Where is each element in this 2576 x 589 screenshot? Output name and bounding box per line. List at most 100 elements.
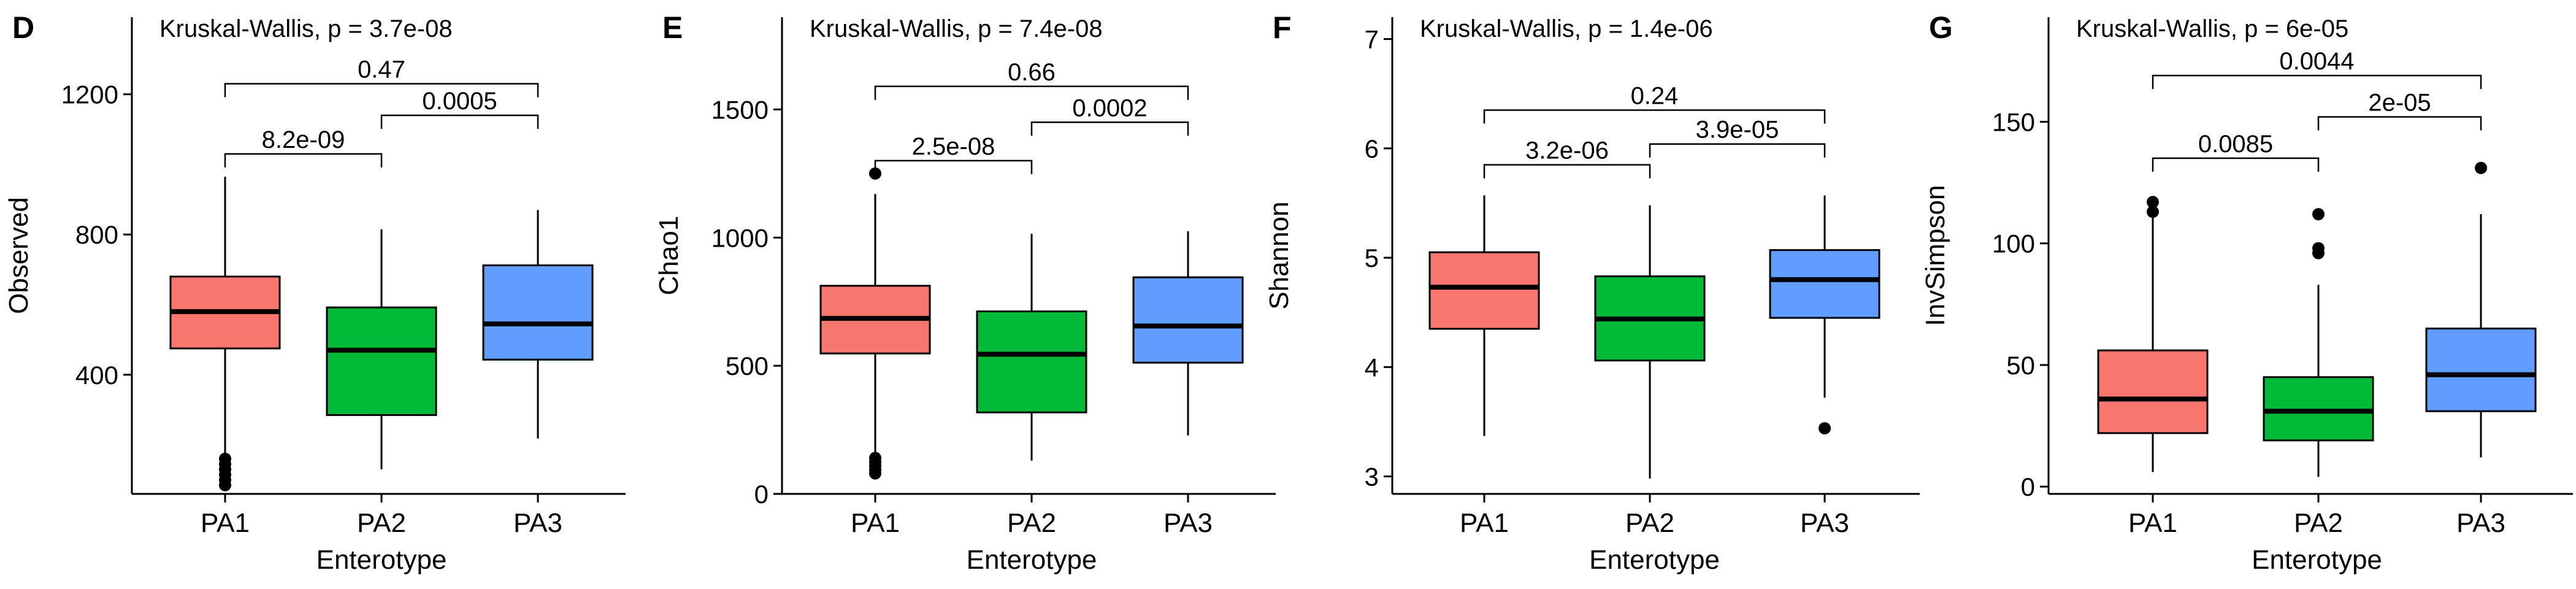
x-tick-label: PA1 [2128,508,2177,538]
x-axis-label: Enterotype [316,545,447,575]
box-pa3 [482,210,594,439]
x-tick-label: PA3 [2456,508,2505,538]
panel-d: D Kruskal-Wallis, p = 3.7e-08 400 800 1200 Ob… [4,10,626,575]
box-iqr [482,264,594,361]
outlier-point [2475,161,2487,174]
bracket-line [1483,164,1651,179]
chart-title: Kruskal-Wallis, p = 6e-05 [2076,15,2348,42]
box-pa1 [2097,196,2209,472]
y-tick-label: 4 [1365,353,1379,382]
box-iqr [2097,349,2209,434]
x-axis-label: Enterotype [2252,545,2382,575]
comparison-bracket: 0.0044 [2152,48,2482,90]
chart-title: Kruskal-Wallis, p = 7.4e-08 [810,15,1103,42]
y-tick-label: 1500 [711,95,769,124]
y-tick-label: 3 [1365,462,1379,491]
comparison-p-value: 0.0044 [2279,48,2354,75]
x-tick-label: PA3 [1800,508,1849,538]
x-tick-label: PA3 [1163,508,1213,538]
x-tick-label: PA2 [1007,508,1056,538]
panel-label: D [12,10,34,45]
comparison-bracket: 0.0085 [2152,131,2320,172]
comparison-bracket: 3.2e-06 [1483,137,1651,179]
comparison-p-value: 8.2e-09 [262,126,345,153]
outlier-point [869,452,881,464]
box-pa3 [1769,195,1880,435]
x-axis-label: Enterotype [1589,545,1720,575]
y-tick-label: 400 [75,361,118,390]
y-axis-label: Shannon [1264,201,1294,309]
outlier-point [2312,242,2325,255]
box-pa3 [1132,231,1244,436]
chart-title: Kruskal-Wallis, p = 3.7e-08 [159,15,453,42]
comparison-bracket: 3.9e-05 [1649,117,1826,158]
comparison-p-value: 0.24 [1631,82,1679,109]
box-pa2 [326,229,437,470]
outlier-point [2312,208,2325,221]
y-tick-label: 6 [1365,134,1379,163]
comparison-bracket: 0.0002 [1030,94,1189,136]
chart-title: Kruskal-Wallis, p = 1.4e-06 [1420,15,1713,42]
y-tick-label: 1200 [61,80,118,109]
y-tick-label: 800 [75,220,118,249]
comparison-p-value: 2e-05 [2368,90,2431,117]
bracket-line [224,153,383,167]
x-tick-label: PA3 [513,508,562,538]
y-tick-label: 100 [1992,229,2035,258]
comparison-bracket: 0.0005 [380,88,539,129]
comparison-p-value: 2.5e-08 [912,133,995,160]
comparison-p-value: 0.0085 [2198,131,2273,158]
y-tick-label: 1000 [711,223,769,252]
y-tick-label: 7 [1365,25,1379,54]
panel-f: F Kruskal-Wallis, p = 1.4e-06 3 4 5 6 7 Shannon… [1264,10,1920,575]
comparison-p-value: 0.47 [358,56,405,83]
bracket-line [380,114,539,129]
x-tick-label: PA1 [851,508,900,538]
box-pa1 [1428,195,1540,436]
comparison-p-value: 0.66 [1008,59,1056,86]
outlier-point [1819,422,1831,435]
y-tick-label: 500 [726,352,769,380]
comparison-bracket: 2e-05 [2317,90,2482,131]
x-tick-label: PA2 [357,508,406,538]
y-tick-label: 5 [1365,244,1379,272]
outlier-point [2147,206,2159,218]
box-iqr [326,306,437,416]
comparison-bracket: 0.24 [1483,82,1826,124]
y-axis-label: Chao1 [654,216,684,296]
x-axis-label: Enterotype [967,545,1097,575]
comparison-bracket: 8.2e-09 [224,126,383,167]
box-iqr [1428,251,1540,330]
x-tick-label: PA2 [1625,508,1674,538]
x-tick-label: PA1 [201,508,250,538]
y-axis-label: Observed [4,197,34,314]
bracket-line [874,85,1189,100]
bracket-line [874,160,1033,174]
panel-label: G [1929,10,1953,45]
x-tick-label: PA1 [1460,508,1509,538]
comparison-p-value: 0.0005 [422,88,497,115]
outlier-point [219,452,231,465]
panel-g: G Kruskal-Wallis, p = 6e-05 0 50 100 150 InvSi… [1920,10,2573,575]
y-tick-label: 0 [2021,472,2035,501]
comparison-bracket: 0.47 [224,56,539,98]
y-tick-label: 50 [2006,351,2035,380]
comparison-p-value: 3.9e-05 [1696,117,1779,144]
bracket-line [224,83,539,98]
y-axis-label: InvSimpson [1920,185,1950,326]
comparison-p-value: 0.0002 [1072,94,1147,121]
box-iqr [1132,276,1244,364]
box-iqr [1769,249,1880,319]
bracket-line [1649,143,1826,158]
panel-label: F [1273,10,1292,45]
bracket-line [2317,116,2482,131]
comparison-bracket: 2.5e-08 [874,133,1033,174]
y-tick-label: 150 [1992,107,2035,136]
box-pa2 [1594,205,1706,479]
box-pa2 [2263,208,2374,477]
box-pa1 [819,167,931,480]
bracket-line [2152,157,2320,172]
y-tick-label: 0 [754,480,769,509]
comparison-p-value: 3.2e-06 [1525,137,1609,164]
